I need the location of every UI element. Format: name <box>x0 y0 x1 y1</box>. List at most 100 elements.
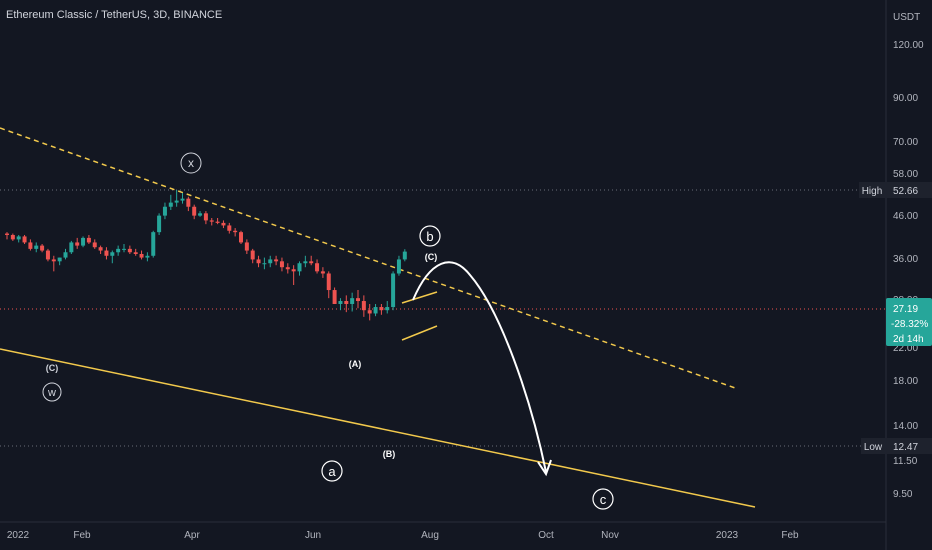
candle-body <box>168 202 173 207</box>
low-value-tag <box>886 438 932 454</box>
candle <box>262 257 267 270</box>
candle <box>239 230 243 245</box>
candle <box>122 244 126 253</box>
plot-area[interactable]: x (C) w b (C) (A) (B) a c <box>0 127 886 510</box>
lower-trendline[interactable] <box>0 348 756 508</box>
candle-body <box>221 222 226 226</box>
candle-body <box>127 248 132 253</box>
candle-body <box>291 269 296 272</box>
bar-countdown: 2d 14h <box>893 334 924 345</box>
time-axis[interactable]: 2022 Feb Apr Jun Aug Oct Nov 2023 Feb <box>7 530 799 541</box>
candle <box>315 259 320 274</box>
candle-body <box>338 301 343 304</box>
candle-body <box>215 221 220 223</box>
candle-body <box>92 242 97 248</box>
time-tick: Apr <box>184 530 200 541</box>
wave-label-a[interactable]: a <box>321 460 343 482</box>
candle-body <box>279 261 284 268</box>
candle <box>16 234 21 243</box>
candle <box>209 217 214 226</box>
price-tick: 22.00 <box>893 343 918 354</box>
candle-body <box>373 307 378 314</box>
wave-label-B: (B) <box>383 449 396 459</box>
candle <box>320 267 325 278</box>
candle <box>250 248 255 264</box>
candle-body <box>262 263 267 265</box>
candle <box>215 217 220 225</box>
wave-label-x[interactable]: x <box>180 152 202 174</box>
price-axis[interactable]: USDT 120.00 90.00 70.00 58.00 46.00 36.0… <box>859 12 932 500</box>
low-value: 12.47 <box>893 442 918 453</box>
candle <box>34 242 39 253</box>
price-tick: 36.00 <box>893 254 918 265</box>
candle <box>221 220 226 229</box>
candle-body <box>28 242 33 249</box>
candle-body <box>326 273 331 291</box>
candle-body <box>239 232 243 243</box>
candle <box>75 237 80 249</box>
chart-title: Ethereum Classic / TetherUS, 3D, BINANCE <box>6 9 223 21</box>
candle <box>168 194 173 210</box>
candle-body <box>244 242 249 251</box>
candle-body <box>16 236 21 240</box>
candle-body <box>344 301 349 304</box>
candle <box>127 245 132 255</box>
price-tick: 11.50 <box>893 456 918 467</box>
wave-label-c[interactable]: c <box>592 488 614 510</box>
channel-upper-segment[interactable] <box>401 291 438 304</box>
time-tick: Feb <box>781 530 799 541</box>
wave-label-b[interactable]: b <box>419 225 441 247</box>
candle <box>98 245 103 255</box>
candle-body <box>86 237 91 243</box>
candle <box>157 213 162 235</box>
candle <box>57 257 62 266</box>
upper-trendline[interactable] <box>0 127 739 390</box>
price-tick: 90.00 <box>893 93 918 104</box>
svg-text:x: x <box>188 156 194 170</box>
time-tick: Aug <box>421 530 439 541</box>
time-tick: Oct <box>538 530 554 541</box>
candle <box>367 303 372 321</box>
projection-arrow[interactable] <box>412 261 547 473</box>
last-price-value: 27.19 <box>893 304 918 315</box>
candle <box>332 287 337 304</box>
channel-lower-segment[interactable] <box>401 325 438 341</box>
time-tick: 2022 <box>7 530 30 541</box>
candle <box>110 250 115 264</box>
candle <box>227 222 232 234</box>
candle-body <box>233 230 238 233</box>
candle <box>385 301 390 314</box>
candle-body <box>34 245 39 249</box>
candle <box>274 255 279 266</box>
candle <box>151 230 156 258</box>
candle-body <box>391 273 396 308</box>
candle-body <box>315 263 320 272</box>
low-label: Low <box>864 442 883 453</box>
candle-body <box>332 290 337 304</box>
candle-body <box>151 232 156 256</box>
candle-body <box>122 248 126 250</box>
price-tick: 14.00 <box>893 421 918 432</box>
candle-body <box>385 307 390 311</box>
candle-body <box>40 245 45 251</box>
low-label-tag <box>861 438 885 454</box>
wave-label-w[interactable]: w <box>42 382 62 402</box>
candle <box>203 211 208 225</box>
time-tick: 2023 <box>716 530 739 541</box>
candle <box>285 263 290 274</box>
candle <box>233 228 238 237</box>
candle-body <box>361 301 366 311</box>
candle <box>63 248 68 260</box>
candle-body <box>57 257 62 262</box>
candle-body <box>402 251 407 260</box>
svg-text:b: b <box>426 229 433 244</box>
candle-body <box>297 263 302 272</box>
candle <box>373 303 378 317</box>
candle-body <box>157 215 162 233</box>
candle-body <box>209 220 214 222</box>
candle-body <box>250 250 255 260</box>
candle-body <box>186 198 191 207</box>
candle-body <box>285 267 290 270</box>
candle-body <box>396 259 401 274</box>
